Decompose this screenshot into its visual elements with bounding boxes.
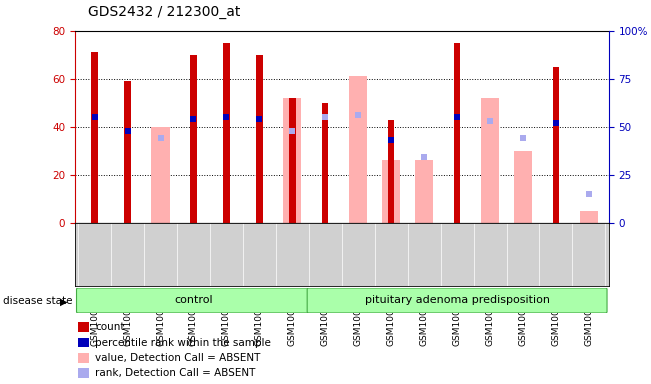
Bar	[77, 323, 89, 332]
Bar	[514, 151, 532, 223]
Bar	[454, 43, 460, 223]
Bar	[322, 103, 329, 223]
Bar	[580, 211, 598, 223]
Bar	[349, 76, 367, 223]
Text: percentile rank within the sample: percentile rank within the sample	[95, 338, 271, 348]
Bar	[152, 127, 170, 223]
Bar	[256, 55, 262, 223]
Text: ▶: ▶	[60, 296, 68, 306]
Bar	[223, 43, 230, 223]
Bar	[77, 338, 89, 348]
Text: disease state: disease state	[3, 296, 73, 306]
Bar	[415, 161, 433, 223]
Bar	[77, 353, 89, 362]
Text: pituitary adenoma predisposition: pituitary adenoma predisposition	[365, 295, 549, 305]
Bar	[124, 81, 131, 223]
Bar	[91, 52, 98, 223]
FancyBboxPatch shape	[77, 288, 311, 313]
Bar	[481, 98, 499, 223]
Bar	[289, 98, 296, 223]
Bar	[388, 119, 395, 223]
Text: value, Detection Call = ABSENT: value, Detection Call = ABSENT	[95, 353, 260, 363]
Text: count: count	[95, 322, 124, 332]
Text: control: control	[174, 295, 213, 305]
Text: rank, Detection Call = ABSENT: rank, Detection Call = ABSENT	[95, 368, 256, 378]
FancyBboxPatch shape	[307, 288, 607, 313]
Bar	[553, 67, 559, 223]
Bar	[382, 161, 400, 223]
Bar	[77, 368, 89, 378]
Bar	[190, 55, 197, 223]
Text: GDS2432 / 212300_at: GDS2432 / 212300_at	[88, 5, 240, 19]
Bar	[283, 98, 301, 223]
